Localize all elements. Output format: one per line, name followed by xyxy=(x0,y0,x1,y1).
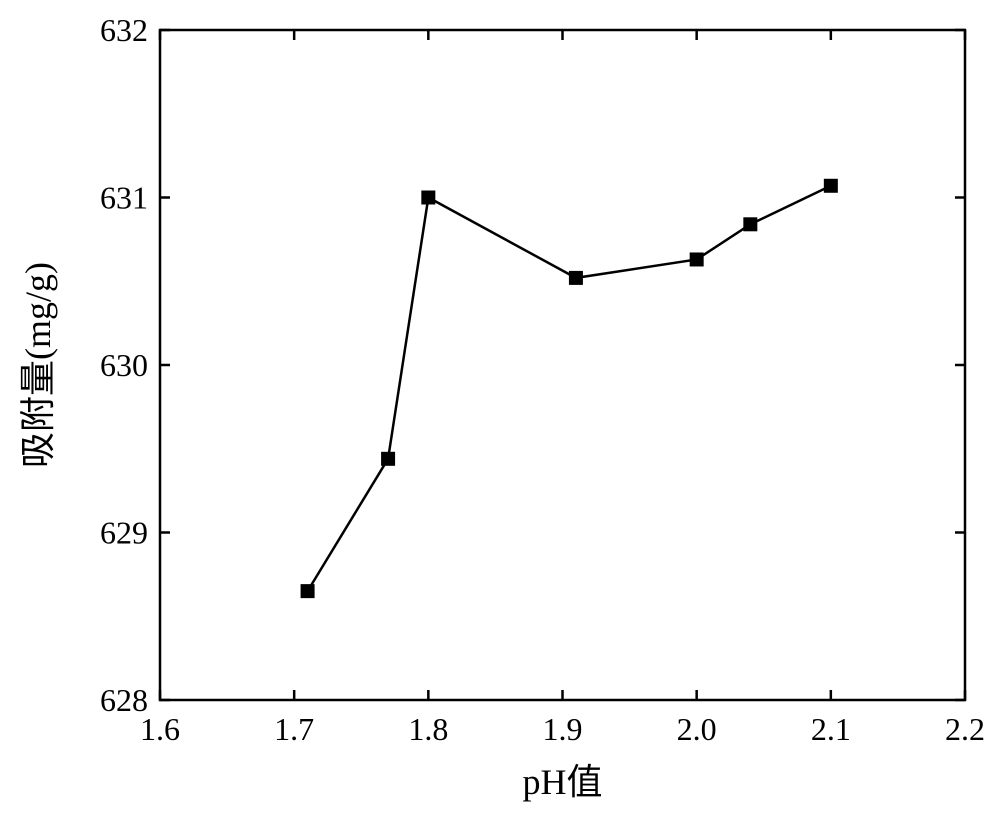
x-tick-label: 1.7 xyxy=(274,711,314,747)
y-axis-label: 吸附量(mg/g) xyxy=(18,262,58,468)
y-tick-label: 629 xyxy=(100,515,148,551)
x-tick-label: 2.1 xyxy=(811,711,851,747)
chart-background xyxy=(0,0,1000,822)
x-tick-label: 1.9 xyxy=(543,711,583,747)
data-marker xyxy=(690,252,704,266)
data-marker xyxy=(301,584,315,598)
y-tick-label: 630 xyxy=(100,347,148,383)
data-marker xyxy=(381,452,395,466)
data-marker xyxy=(421,191,435,205)
y-tick-label: 632 xyxy=(100,12,148,48)
x-tick-label: 1.8 xyxy=(408,711,448,747)
data-marker xyxy=(824,179,838,193)
data-marker xyxy=(569,271,583,285)
chart-svg: 1.61.71.81.92.02.12.2628629630631632pH值吸… xyxy=(0,0,1000,822)
y-tick-label: 628 xyxy=(100,682,148,718)
x-tick-label: 2.0 xyxy=(677,711,717,747)
x-axis-label: pH值 xyxy=(523,762,603,802)
y-tick-label: 631 xyxy=(100,180,148,216)
adsorption-vs-ph-chart: 1.61.71.81.92.02.12.2628629630631632pH值吸… xyxy=(0,0,1000,822)
x-tick-label: 2.2 xyxy=(945,711,985,747)
data-marker xyxy=(743,217,757,231)
